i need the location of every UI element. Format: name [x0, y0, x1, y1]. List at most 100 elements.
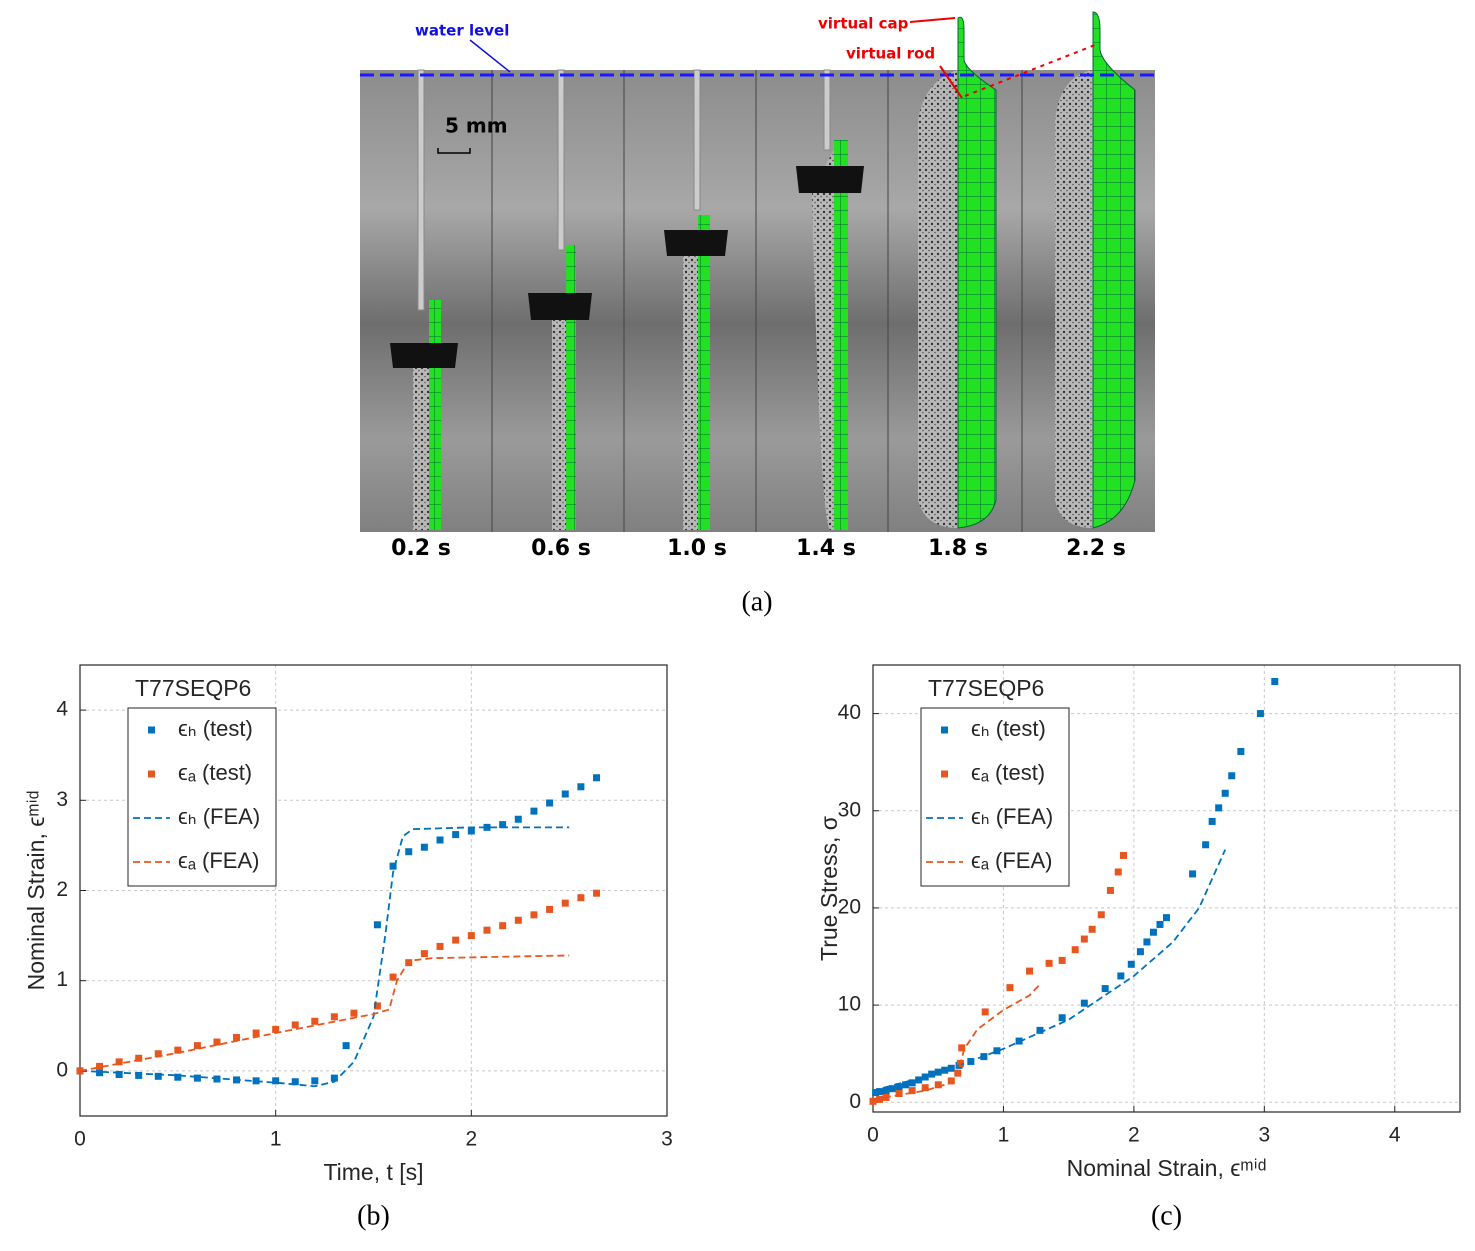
marker	[135, 1071, 143, 1079]
marker	[934, 1068, 942, 1076]
y-tick-label: 10	[838, 993, 861, 1016]
marker	[1058, 956, 1066, 964]
marker	[908, 1079, 916, 1087]
marker	[373, 1002, 381, 1010]
marker	[272, 1025, 280, 1033]
marker	[291, 1021, 299, 1029]
y-axis-label: True Stress, σ	[816, 816, 842, 961]
x-tick-label: 0	[74, 1128, 86, 1151]
marker	[882, 1087, 890, 1095]
marker	[436, 942, 444, 950]
legend-label: ϵₐ (test)	[178, 760, 252, 785]
marker	[908, 1087, 916, 1095]
marker	[561, 899, 569, 907]
marker	[499, 821, 507, 829]
marker	[115, 1058, 123, 1066]
frame-label: 0.6 s	[531, 536, 591, 561]
marker	[291, 1078, 299, 1086]
marker	[902, 1081, 910, 1089]
marker	[193, 1074, 201, 1082]
frame-label: 1.0 s	[667, 536, 727, 561]
marker	[1080, 999, 1088, 1007]
marker	[895, 1083, 903, 1091]
y-tick-label: 0	[56, 1058, 68, 1081]
marker	[115, 1071, 123, 1079]
marker	[1143, 938, 1151, 946]
frame-label: 2.2 s	[1066, 536, 1126, 561]
marker	[272, 1077, 280, 1085]
marker	[530, 911, 538, 919]
marker	[96, 1062, 104, 1070]
marker	[876, 1088, 884, 1096]
y-tick-label: 40	[838, 701, 861, 724]
marker	[1045, 959, 1053, 967]
x-tick-label: 3	[661, 1128, 673, 1151]
legend-box	[920, 707, 1070, 887]
marker	[1136, 948, 1144, 956]
x-axis-label: Time, t [s]	[323, 1159, 423, 1185]
marker	[1256, 710, 1264, 718]
marker	[389, 862, 397, 870]
marker	[1215, 804, 1223, 812]
y-axis-label: Nominal Strain, ϵᵐⁱᵈ	[23, 791, 49, 991]
marker	[869, 1097, 877, 1105]
marker	[154, 1050, 162, 1058]
marker	[436, 836, 444, 844]
marker	[1026, 967, 1034, 975]
x-tick-label: 1	[270, 1128, 282, 1151]
legend-box	[127, 707, 277, 887]
fea-line	[872, 985, 1040, 1101]
marker	[213, 1038, 221, 1046]
marker	[420, 950, 428, 958]
marker	[1202, 841, 1210, 849]
marker	[1221, 789, 1229, 797]
caption: (c)	[1151, 1200, 1182, 1231]
axes-frame	[79, 664, 668, 1117]
marker	[921, 1073, 929, 1081]
marker	[941, 1066, 949, 1074]
marker	[577, 894, 585, 902]
y-tick-label: 4	[56, 698, 68, 721]
marker	[1117, 972, 1125, 980]
legend-swatch	[148, 726, 155, 734]
legend-title: T77SEQP6	[928, 675, 1044, 701]
legend-swatch	[148, 770, 155, 778]
marker	[1071, 946, 1079, 954]
x-tick-label: 1	[998, 1124, 1010, 1147]
marker	[1080, 935, 1088, 943]
marker	[1237, 747, 1245, 755]
marker	[593, 774, 601, 782]
marker	[876, 1095, 884, 1103]
legend-title: T77SEQP6	[135, 675, 251, 701]
legend-label: ϵₕ (FEA)	[971, 804, 1053, 829]
marker	[577, 783, 585, 791]
marker	[154, 1072, 162, 1080]
marker	[1228, 772, 1236, 780]
marker	[514, 916, 522, 924]
marker	[330, 1013, 338, 1021]
marker	[252, 1029, 260, 1037]
marker	[1106, 886, 1114, 894]
marker	[1006, 984, 1014, 992]
frame-label: 1.4 s	[796, 536, 856, 561]
marker	[1088, 925, 1096, 933]
marker	[561, 790, 569, 798]
marker	[483, 926, 491, 934]
marker	[1097, 911, 1105, 919]
photo-background	[360, 70, 1155, 532]
marker	[174, 1046, 182, 1054]
specimens	[390, 11, 1136, 530]
scale-bar-label: 5 mm	[445, 114, 508, 138]
marker	[467, 827, 475, 835]
marker	[233, 1034, 241, 1042]
marker	[311, 1017, 319, 1025]
legend-label: ϵₐ (FEA)	[178, 848, 259, 873]
marker	[947, 1077, 955, 1085]
marker	[1163, 914, 1170, 922]
y-tick-label: 0	[849, 1090, 861, 1113]
marker	[452, 936, 460, 944]
marker	[593, 889, 601, 897]
legend-label: ϵₕ (test)	[178, 716, 253, 741]
marker	[872, 1089, 880, 1097]
legend-label: ϵₐ (test)	[971, 760, 1045, 785]
